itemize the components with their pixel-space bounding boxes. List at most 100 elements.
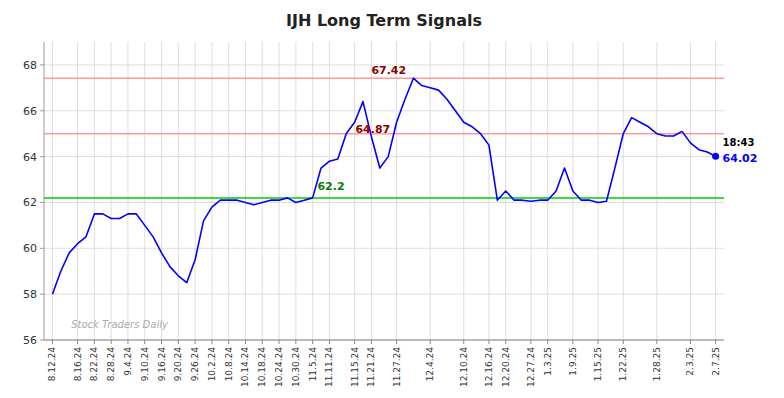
annotation: 64.87 — [355, 123, 390, 136]
reference-line — [44, 197, 724, 199]
grid-line-x — [52, 42, 53, 340]
x-tick — [77, 340, 78, 344]
x-tick-label: 1.28.25 — [652, 347, 662, 381]
x-tick — [127, 340, 128, 344]
grid-line-x — [598, 42, 599, 340]
x-tick — [279, 340, 280, 344]
grid — [44, 42, 724, 340]
x-tick-label: 11.27.24 — [392, 347, 402, 387]
x-tick — [530, 340, 531, 344]
grid-line-x — [245, 42, 246, 340]
reference-line — [44, 77, 724, 79]
grid-line-y — [44, 294, 724, 295]
grid-line-x — [547, 42, 548, 340]
annotation-text: 62.2 — [317, 180, 344, 193]
x-axis — [44, 340, 724, 341]
plot-area — [44, 78, 724, 294]
x-tick — [111, 340, 112, 344]
x-tick — [505, 340, 506, 344]
grid-line-x — [623, 42, 624, 340]
x-tick — [371, 340, 372, 344]
x-tick-label: 9.26.24 — [190, 347, 200, 382]
grid-line-x — [530, 42, 531, 340]
grid-line-x — [178, 42, 179, 340]
grid-line-x — [127, 42, 128, 340]
x-tick — [463, 340, 464, 344]
grid-line-x — [195, 42, 196, 340]
last-point — [712, 153, 719, 160]
x-tick-label: 1.9.25 — [568, 347, 578, 376]
x-tick — [211, 340, 212, 344]
y-tick-label: 62 — [23, 196, 37, 209]
watermark: Stock Traders Daily — [71, 319, 169, 330]
grid-line-x — [161, 42, 162, 340]
x-tick — [488, 340, 489, 344]
y-tick-label: 60 — [23, 242, 37, 255]
grid-line-x — [262, 42, 263, 340]
x-tick-label: 11.21.24 — [366, 347, 376, 387]
x-tick — [52, 340, 53, 344]
annotation: 67.42 — [371, 64, 406, 77]
x-tick-label: 12.4.24 — [425, 347, 435, 382]
grid-line-x — [312, 42, 313, 340]
grid-line-x — [144, 42, 145, 340]
y-tick — [40, 340, 44, 341]
annotation-text: 67.42 — [371, 64, 406, 77]
x-tick-label: 9.16.24 — [157, 347, 167, 382]
x-tick — [623, 340, 624, 344]
x-tick-label: 8.22.24 — [89, 347, 99, 382]
x-tick — [396, 340, 397, 344]
x-tick — [161, 340, 162, 344]
x-tick-label: 2.7.25 — [711, 347, 721, 376]
grid-line-x — [715, 42, 716, 340]
x-tick — [178, 340, 179, 344]
x-tick-label: 8.12.24 — [47, 347, 57, 382]
x-tick-label: 11.5.24 — [308, 347, 318, 382]
x-tick-label: 10.30.24 — [291, 347, 301, 387]
y-tick — [40, 248, 44, 249]
x-tick — [656, 340, 657, 344]
y-tick — [40, 294, 44, 295]
x-tick-label: 9.10.24 — [140, 347, 150, 382]
x-tick — [228, 340, 229, 344]
title: IJH Long Term Signals — [286, 11, 482, 30]
x-tick-label: 1.22.25 — [618, 347, 628, 381]
grid-line-x — [463, 42, 464, 340]
y-tick-label: 68 — [23, 59, 37, 72]
x-tick — [295, 340, 296, 344]
x-tick-label: 9.4.24 — [123, 347, 133, 376]
grid-line-x — [488, 42, 489, 340]
last-time-label: 18:43 — [723, 137, 755, 148]
x-tick-label: 11.11.24 — [324, 347, 334, 387]
y-tick-label: 56 — [23, 334, 37, 347]
grid-line-x — [77, 42, 78, 340]
annotation: 62.2 — [317, 180, 344, 193]
y-tick — [40, 156, 44, 157]
x-tick — [572, 340, 573, 344]
x-tick — [329, 340, 330, 344]
last-price-label: 64.02 — [723, 152, 758, 165]
x-tick-label: 9.20.24 — [173, 347, 183, 382]
x-tick — [354, 340, 355, 344]
x-tick — [430, 340, 431, 344]
grid-line-x — [371, 42, 372, 340]
x-tick-label: 10.24.24 — [274, 347, 284, 387]
x-tick-label: 1.15.25 — [593, 347, 603, 381]
grid-line-x — [295, 42, 296, 340]
x-tick — [245, 340, 246, 344]
grid-line-y — [44, 110, 724, 111]
y-tick-label: 58 — [23, 288, 37, 301]
grid-line-x — [354, 42, 355, 340]
x-tick-label: 12.10.24 — [459, 347, 469, 387]
x-tick-label: 10.2.24 — [207, 347, 217, 382]
grid-line-x — [94, 42, 95, 340]
x-tick — [144, 340, 145, 344]
grid-line-x — [111, 42, 112, 340]
grid-line-y — [44, 248, 724, 249]
y-tick — [40, 110, 44, 111]
x-tick — [690, 340, 691, 344]
grid-line-x — [396, 42, 397, 340]
grid-line-x — [279, 42, 280, 340]
grid-line-x — [656, 42, 657, 340]
x-tick-label: 12.27.24 — [526, 347, 536, 387]
